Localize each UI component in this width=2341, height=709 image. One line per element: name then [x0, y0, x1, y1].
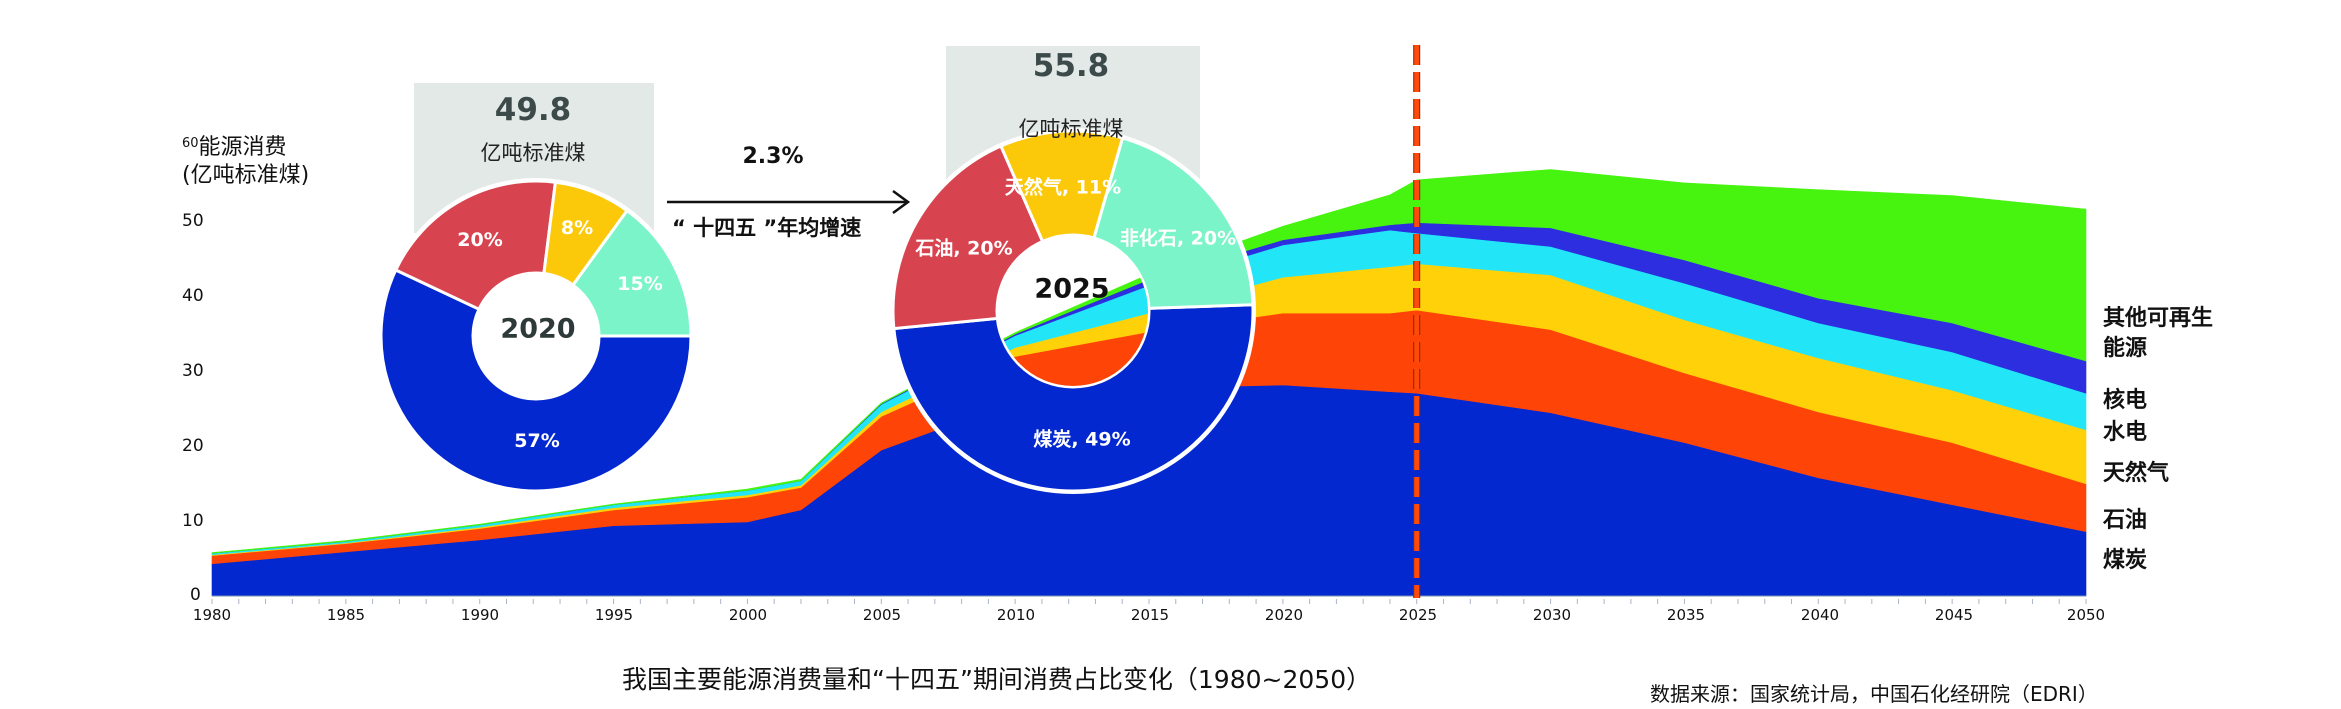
x-tick-1980: 1980 — [192, 606, 232, 624]
y-tick-40: 40 — [182, 286, 204, 306]
y-tick-30: 30 — [182, 361, 204, 381]
area-other-renewables — [211, 169, 2087, 554]
x-tick-1985: 1985 — [326, 606, 366, 624]
donut-2025-coal-label: 煤炭, 49% — [1033, 428, 1131, 451]
legend-oil: 石油 — [2103, 508, 2148, 533]
x-tick-2045: 2045 — [1934, 606, 1974, 624]
arrow-head-icon — [892, 189, 911, 215]
y-tick-10: 10 — [182, 511, 204, 531]
y-tick-20: 20 — [182, 436, 204, 456]
donut-2025-oil-label: 石油, 20% — [915, 237, 1013, 260]
total-2025-value: 55.8 — [1032, 48, 1110, 84]
total-2025-unit: 亿吨标准煤 — [1018, 117, 1124, 141]
y-axis-title-line2: (亿吨标准煤) — [182, 163, 310, 188]
x-tick-2050: 2050 — [2066, 606, 2106, 624]
total-2020-unit: 亿吨标准煤 — [480, 141, 586, 165]
donut-2020-nonfossil-label: 15% — [617, 273, 663, 295]
x-tick-2000: 2000 — [728, 606, 768, 624]
donut-2020-gas-label: 8% — [560, 217, 594, 239]
legend-coal: 煤炭 — [2103, 548, 2148, 573]
donut-2020-hole — [473, 273, 599, 399]
x-tick-2010: 2010 — [996, 606, 1036, 624]
growth-rate-value: 2.3% — [742, 144, 804, 169]
y-tick-50: 50 — [182, 211, 204, 231]
x-tick-1990: 1990 — [460, 606, 500, 624]
x-tick-2025: 2025 — [1398, 606, 1438, 624]
donut-2025-nonfossil-label: 非化石, 20% — [1119, 227, 1237, 250]
legend-other-renewables-line1: 其他可再生 — [2103, 306, 2214, 331]
donut-2025-year: 2025 — [1034, 273, 1110, 305]
donut-2020-oil-label: 20% — [457, 229, 503, 251]
legend-gas: 天然气 — [2103, 461, 2170, 486]
legend-other-renewables: 其他可再生 能源 — [2103, 304, 2213, 364]
legend-hydro: 水电 — [2103, 420, 2148, 445]
x-tick-1995: 1995 — [594, 606, 634, 624]
donut-2025-hole-ring — [995, 233, 1151, 389]
x-tick-2005: 2005 — [862, 606, 902, 624]
legend-other-renewables-line2: 能源 — [2103, 336, 2148, 361]
donut-2020-coal-label: 57% — [514, 430, 560, 452]
x-tick-2035: 2035 — [1666, 606, 1706, 624]
chart-title: 我国主要能源消费量和“十四五”期间消费占比变化（1980~2050） — [622, 665, 1372, 694]
donut-2020 — [378, 178, 694, 494]
y-tick-0: 0 — [190, 585, 201, 605]
growth-rate-label: “ 十四五 ”年均增速 — [672, 216, 862, 240]
y-tick-60: 60 — [182, 136, 199, 151]
donut-2020-year: 2020 — [500, 313, 576, 345]
y-axis-title-line1: 能源消费 — [198, 135, 287, 160]
growth-arrow — [667, 189, 911, 215]
x-axis — [211, 595, 2087, 604]
x-tick-2015: 2015 — [1130, 606, 1170, 624]
donut-2025-gas-label: 天然气, 11% — [1004, 176, 1122, 199]
x-tick-2030: 2030 — [1532, 606, 1572, 624]
x-tick-2040: 2040 — [1800, 606, 1840, 624]
data-source: 数据来源：国家统计局，中国石化经研院（EDRI） — [1650, 682, 2098, 706]
legend-nuclear: 核电 — [2103, 388, 2148, 413]
x-tick-2020: 2020 — [1264, 606, 1304, 624]
y-axis-title: 60能源消费 (亿吨标准煤) — [182, 134, 309, 190]
total-2020-value: 49.8 — [494, 92, 572, 128]
